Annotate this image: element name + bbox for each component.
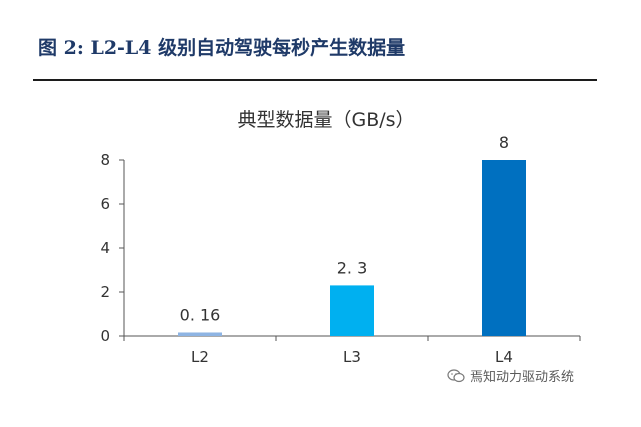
data-labels: 0. 16 2. 3 8 [180, 133, 509, 324]
watermark-text: 焉知动力驱动系统 [470, 370, 575, 385]
bar-l3 [330, 285, 374, 336]
y-tick-label: 2 [100, 283, 110, 301]
watermark: 焉知动力驱动系统 [447, 366, 574, 385]
bar-l2 [178, 332, 222, 336]
chart-title: 典型数据量（GB/s） [237, 109, 414, 131]
data-label: 2. 3 [337, 258, 368, 277]
bar-l4 [482, 160, 526, 336]
y-tick-label: 4 [100, 239, 110, 257]
y-tick-label: 0 [100, 327, 110, 345]
x-tick-label: L4 [495, 348, 513, 366]
data-label: 0. 16 [180, 305, 221, 324]
data-label: 8 [499, 133, 509, 152]
bar-series [178, 160, 526, 336]
figure-title: 图 2: L2-L4 级别自动驾驶每秒产生数据量 [38, 37, 406, 59]
wechat-icon [447, 368, 465, 382]
title-divider [33, 79, 597, 81]
y-tick-label: 6 [100, 195, 110, 213]
x-axis: L2 L3 L4 [123, 335, 581, 366]
y-axis: 0 2 4 6 8 [100, 151, 125, 345]
x-tick-label: L3 [343, 348, 361, 366]
x-tick-label: L2 [191, 348, 209, 366]
y-tick-label: 8 [100, 151, 110, 169]
